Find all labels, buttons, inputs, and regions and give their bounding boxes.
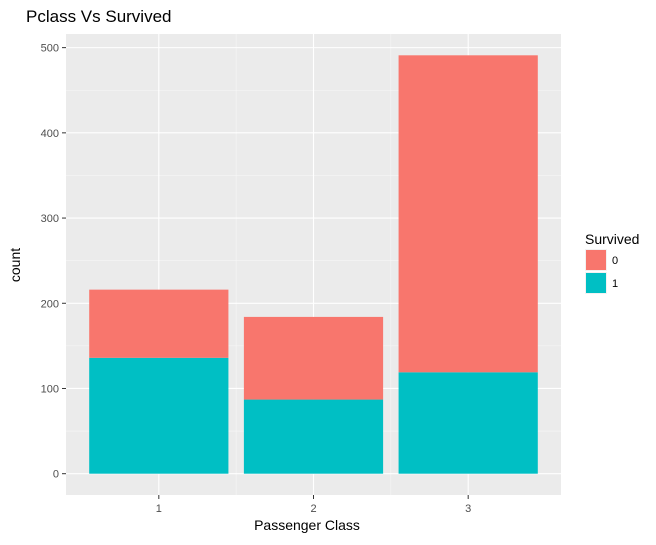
x-tick-label: 3 — [465, 503, 471, 515]
bar-class-3-survived-1 — [398, 372, 538, 474]
legend-label-0: 0 — [612, 255, 618, 267]
x-tick-label: 1 — [156, 503, 162, 515]
x-axis-label: Passenger Class — [254, 517, 360, 533]
y-tick-label: 500 — [41, 43, 59, 55]
legend-label-1: 1 — [612, 278, 618, 290]
legend-items: 01 — [585, 249, 618, 294]
bars — [89, 55, 538, 474]
y-tick-label: 0 — [53, 469, 59, 481]
legend-title: Survived — [585, 231, 639, 247]
x-tick-label: 2 — [310, 503, 316, 515]
y-axis: 0 100 200 300 400 500 — [41, 43, 66, 481]
y-axis-label: count — [7, 248, 23, 282]
bar-class-3-survived-0 — [398, 55, 538, 373]
chart-title: Pclass Vs Survived — [26, 7, 172, 26]
y-tick-label: 400 — [41, 128, 59, 140]
bar-class-1-survived-0 — [89, 289, 229, 358]
x-axis: 1 2 3 — [156, 495, 471, 515]
legend-key-1 — [586, 273, 606, 293]
y-tick-label: 300 — [41, 213, 59, 225]
bar-class-2-survived-1 — [243, 399, 384, 474]
bar-class-1-survived-1 — [89, 357, 229, 474]
legend-key-0 — [586, 250, 606, 270]
legend: Survived 01 — [585, 231, 639, 294]
y-tick-label: 200 — [41, 298, 59, 310]
bar-class-2-survived-0 — [243, 316, 384, 400]
y-tick-label: 100 — [41, 383, 59, 395]
